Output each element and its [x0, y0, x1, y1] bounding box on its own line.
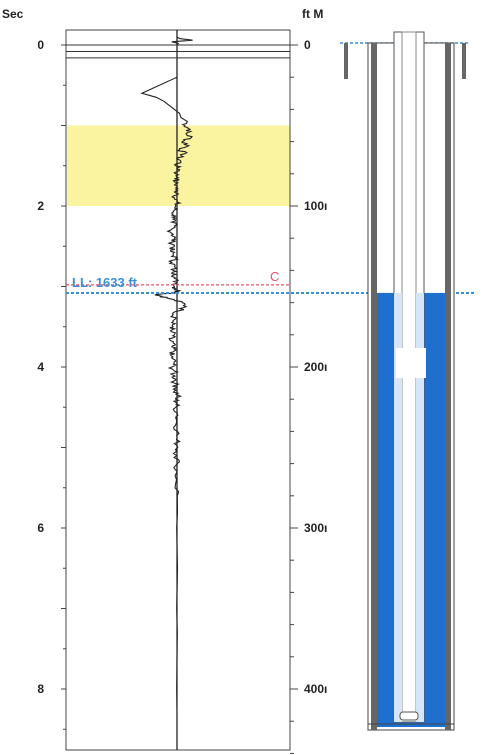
tubing-collar: [396, 348, 426, 378]
tubing-wall-right: [416, 292, 424, 722]
left-tick-label: 2: [37, 199, 44, 213]
right-axis: 0 100ı 200ı 300ı 400ı: [290, 38, 327, 754]
bottom-plug: [399, 711, 419, 721]
right-tick-label: 400ı: [304, 682, 327, 696]
right-tick-label: 0: [304, 38, 311, 52]
right-tick-label: 100ı: [304, 199, 327, 213]
highlight-band: [67, 125, 290, 206]
right-tick-label: 300ı: [304, 521, 327, 535]
left-tick-label: 8: [37, 682, 44, 696]
casing-wall-right: [445, 43, 451, 730]
wellbore-schematic: [340, 31, 470, 731]
right-axis-title: ft M: [302, 7, 323, 21]
liquid-level-label: LL: 1633 ft: [72, 275, 138, 290]
tubing-wall-left: [394, 292, 402, 722]
left-tick-label: 6: [37, 521, 44, 535]
left-tick-label: 4: [37, 360, 44, 374]
casing-wall-left: [371, 43, 377, 730]
left-flange: [344, 43, 348, 79]
left-axis: 0 2 4 6 8: [37, 38, 66, 730]
right-tick-label: 200ı: [304, 360, 327, 374]
left-axis-title: Sec: [2, 7, 24, 21]
left-tick-label: 0: [37, 38, 44, 52]
marker-c-label: C: [270, 269, 279, 284]
right-flange: [462, 43, 466, 79]
